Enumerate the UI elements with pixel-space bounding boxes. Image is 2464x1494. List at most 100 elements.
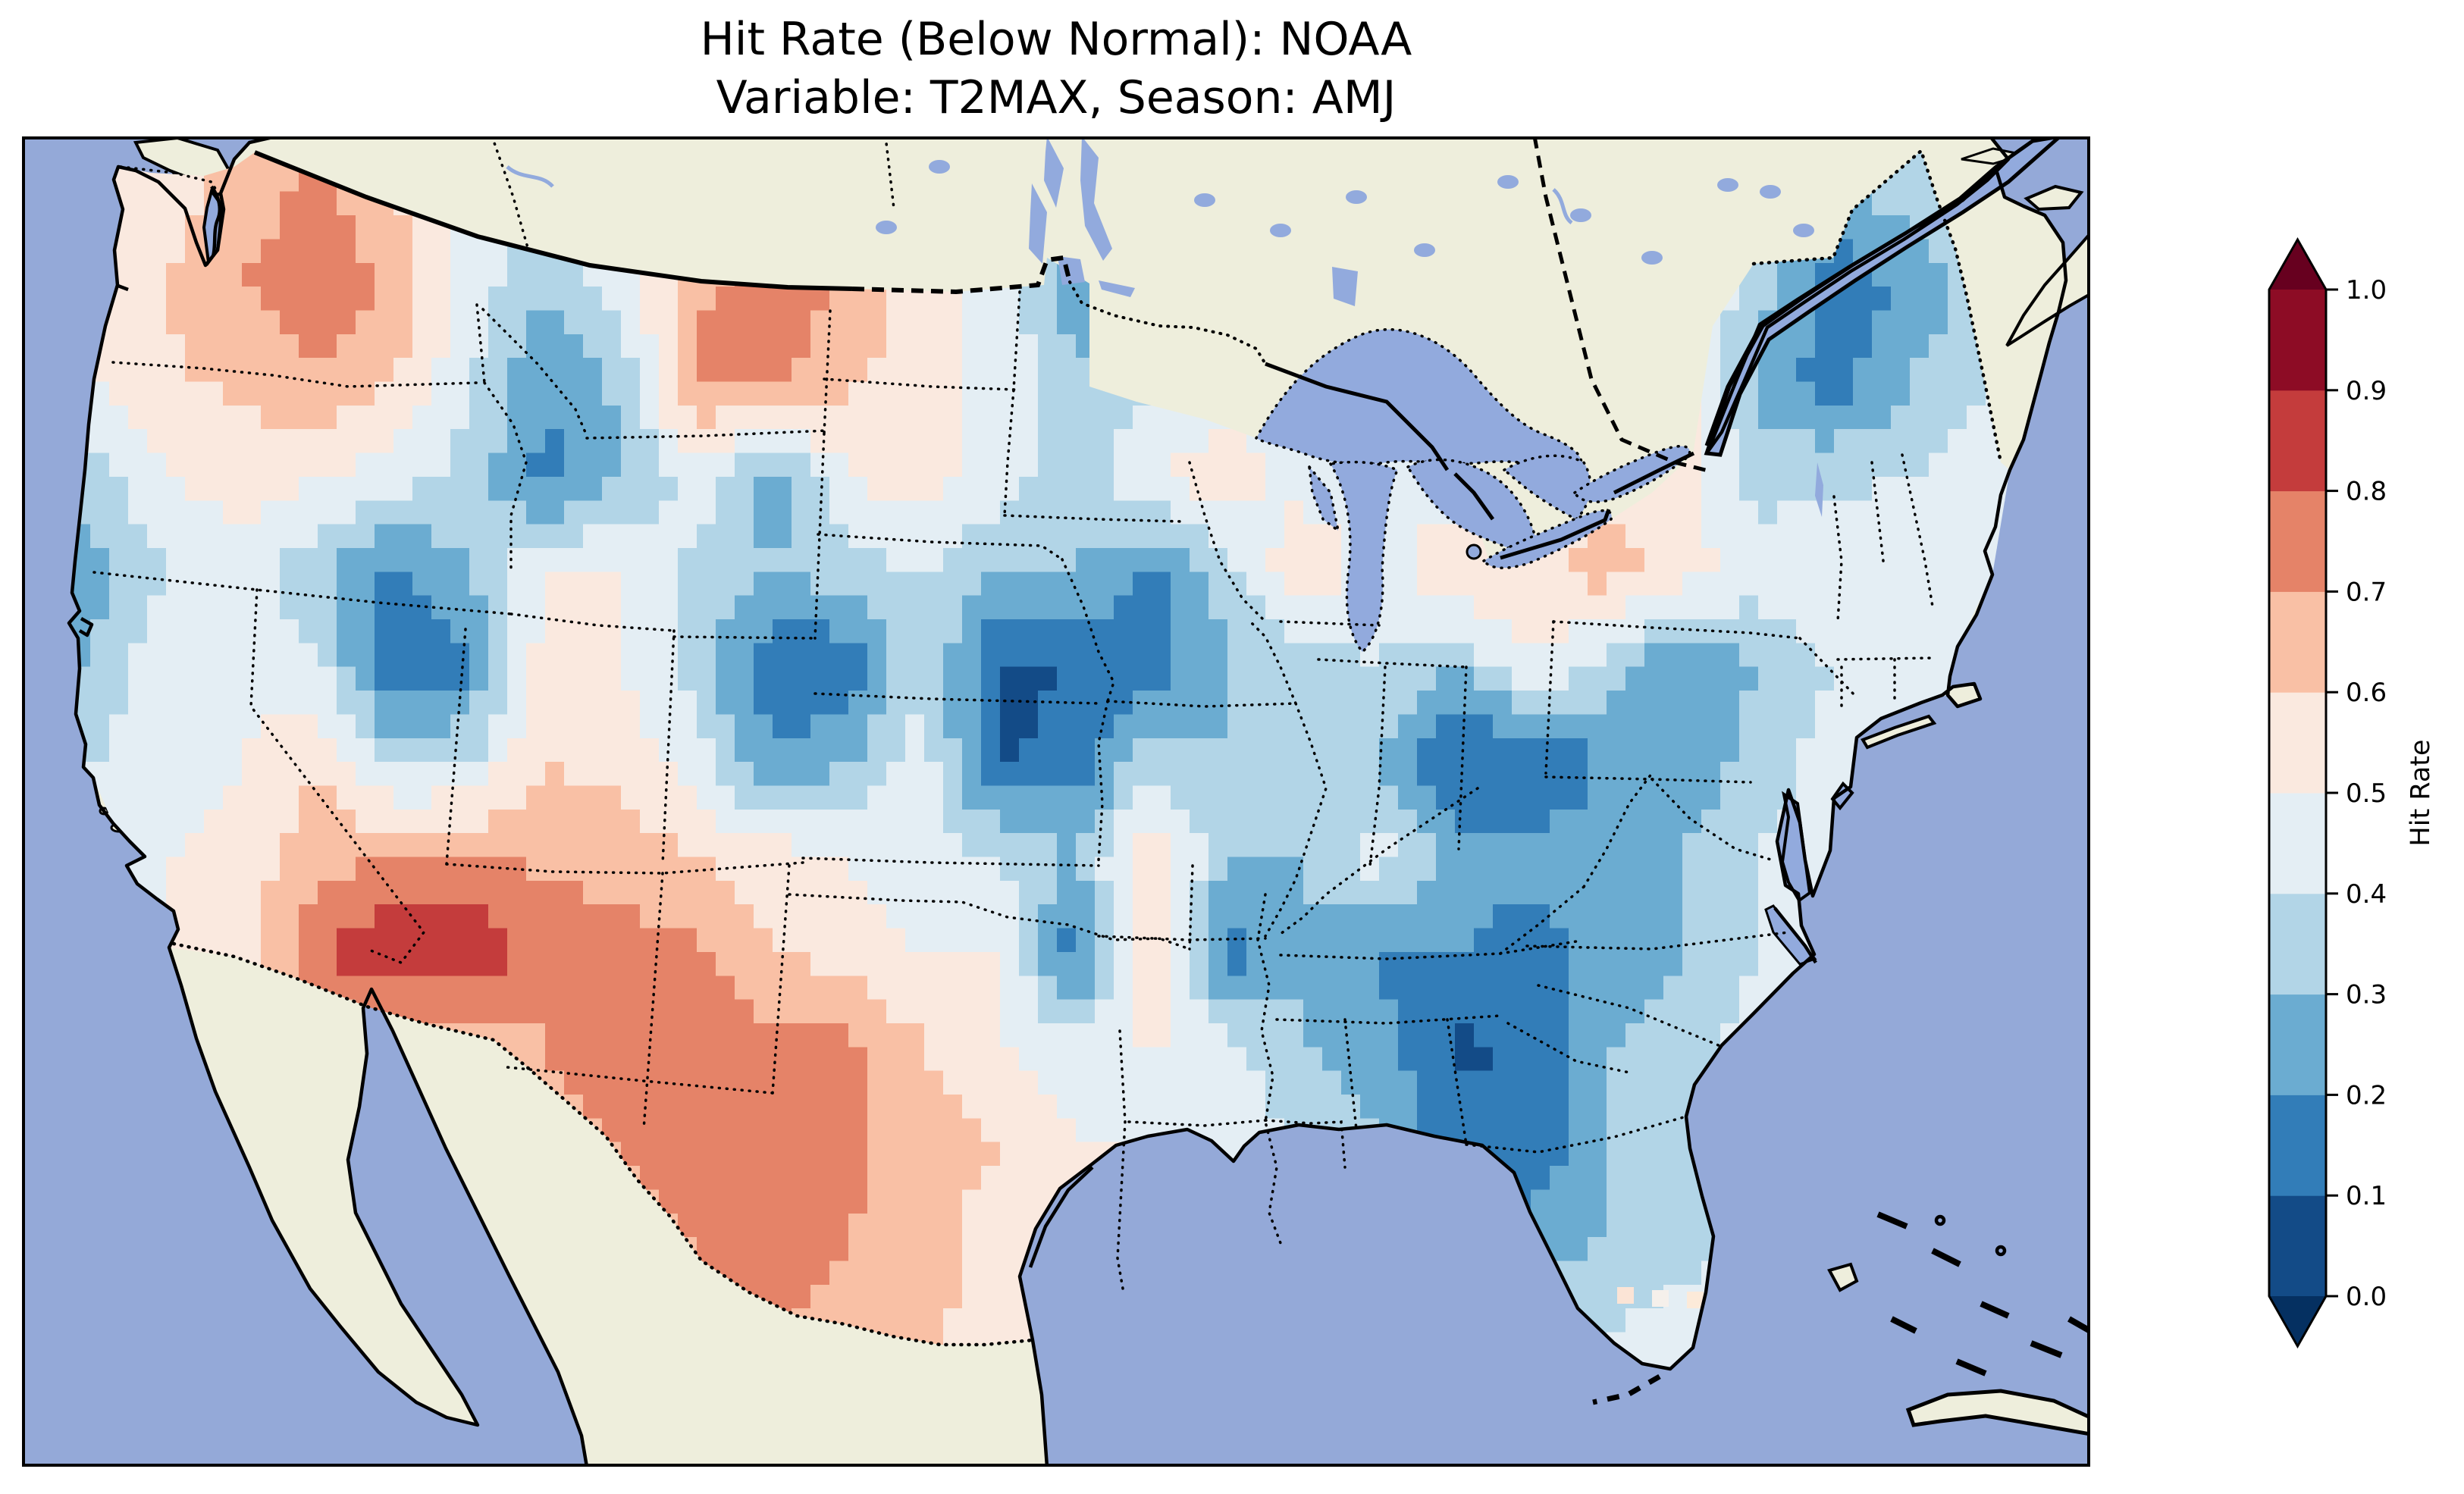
coastlines <box>69 136 2090 1467</box>
state-border <box>111 361 478 388</box>
colorbar-tick-label: 0.2 <box>2346 1080 2387 1110</box>
prince-edward-island <box>2024 184 2084 211</box>
state-border <box>1127 1119 1267 1127</box>
lake-st-clair <box>1466 543 1482 560</box>
state-border <box>1003 290 1021 517</box>
state-border <box>1188 864 1194 951</box>
title-line-1: Hit Rate (Below Normal): NOAA <box>700 13 1412 66</box>
national-borders <box>171 136 2003 1347</box>
colorbar-band <box>2269 692 2326 794</box>
state-border <box>1279 940 1578 960</box>
cuba <box>1905 1389 2090 1436</box>
state-border <box>1264 702 1328 938</box>
small-lake <box>1641 251 1663 265</box>
state-border <box>817 533 1064 561</box>
state-border <box>788 893 1191 951</box>
title-line-2: Variable: T2MAX, Season: AMJ <box>716 70 1397 124</box>
colorbar-band <box>2269 994 2326 1095</box>
state-border <box>1368 666 1387 867</box>
us-canada-border-maine <box>1751 148 2003 465</box>
texas-barrier-islands <box>1028 1166 1094 1268</box>
state-border <box>1537 984 1722 1048</box>
river <box>1552 188 1573 225</box>
state-border <box>1003 514 1183 523</box>
state-border <box>1798 637 1858 699</box>
state-border <box>1279 620 1381 627</box>
lake-ontario <box>1572 444 1691 503</box>
state-border <box>509 612 676 632</box>
colorbar-tick-label: 0.6 <box>2346 678 2387 708</box>
state-border <box>1106 700 1297 708</box>
state-border <box>823 377 1017 391</box>
stray-cells <box>1617 1287 1704 1308</box>
green-bay <box>1307 462 1340 534</box>
colorbar-band <box>2269 390 2326 492</box>
sk-mb-border <box>884 136 895 210</box>
state-border <box>585 429 829 440</box>
border-lake-superior <box>1265 362 1450 471</box>
small-lake <box>876 221 897 234</box>
colorbar-extend-min <box>2269 1296 2326 1346</box>
colorbar-band <box>2269 1195 2326 1297</box>
state-border <box>1506 1022 1631 1074</box>
state-border <box>823 309 832 435</box>
border-lake-erie <box>1500 509 1611 560</box>
colorbar-bands <box>2269 240 2326 1346</box>
stray-cell <box>1652 1290 1669 1307</box>
small-lake <box>1414 243 1435 257</box>
state-border <box>481 308 588 437</box>
colorbar-tick-label: 0.5 <box>2346 778 2387 809</box>
small-lake <box>1717 178 1738 192</box>
state-border <box>672 635 817 640</box>
state-border <box>1499 885 1585 955</box>
colorbar-tick-label: 0.9 <box>2346 376 2387 406</box>
us-canada-border-dashed <box>851 255 1072 295</box>
state-border <box>1317 658 1468 669</box>
state-border <box>249 588 426 965</box>
us-canada-border-mn <box>1068 280 1267 365</box>
stray-cell <box>1687 1292 1704 1308</box>
state-border <box>1870 461 1885 562</box>
state-border <box>771 864 791 1095</box>
ontario-quebec-border <box>1532 136 1712 474</box>
small-lake <box>1346 190 1367 204</box>
state-border <box>1264 1119 1346 1169</box>
lake-winnipeg <box>1080 136 1112 261</box>
rainy-lake <box>1099 280 1135 297</box>
andros-island <box>1827 1262 1859 1292</box>
colorbar: 0.0 0.1 0.2 0.3 0.4 0.5 0.6 0.7 0.8 0.9 1.0 Hit Rat… <box>2268 236 2436 1349</box>
lake-champlain <box>1815 462 1823 517</box>
state-border <box>1582 772 1654 888</box>
columbia-river-mouth <box>115 283 129 292</box>
bahamas-islands <box>1876 1211 2090 1377</box>
bahama-cay <box>1995 1245 2007 1257</box>
state-border <box>475 303 486 384</box>
small-lake <box>1793 224 1814 237</box>
map-frame <box>22 136 2090 1467</box>
state-border <box>1061 558 1115 703</box>
state-border <box>1116 1029 1127 1290</box>
colorbar-tick-label: 0.0 <box>2346 1282 2387 1312</box>
state-border <box>445 861 804 875</box>
state-border <box>1249 620 1297 705</box>
colorbar-band <box>2269 490 2326 592</box>
state-border <box>506 1066 774 1095</box>
colorbar-extend-max <box>2269 240 2326 290</box>
state-border <box>1832 495 1843 623</box>
bahama-cay <box>1934 1214 1946 1226</box>
colorbar-axis-label: Hit Rate <box>2406 739 2436 846</box>
small-lake <box>1570 208 1591 222</box>
state-border <box>445 628 467 866</box>
colorbar-tick-label: 0.7 <box>2346 577 2387 607</box>
state-border <box>1279 787 1479 935</box>
state-border <box>1544 620 1555 775</box>
colorbar-tick-label: 0.3 <box>2346 980 2387 1010</box>
lake-michigan <box>1328 460 1400 654</box>
state-border <box>813 692 1100 705</box>
state-border <box>1836 656 1934 661</box>
san-francisco-bay <box>78 617 94 637</box>
long-island <box>1861 714 1937 750</box>
small-lake <box>1497 175 1519 189</box>
stray-cell <box>1617 1287 1634 1304</box>
colorbar-band <box>2269 1095 2326 1196</box>
